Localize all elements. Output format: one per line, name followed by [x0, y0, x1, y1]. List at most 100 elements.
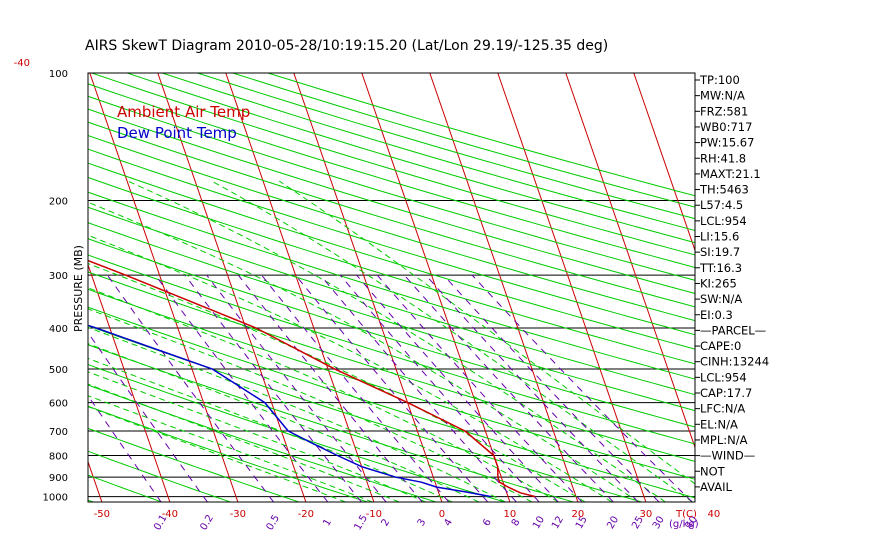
- mixing-ratio-tick-label: 10: [531, 514, 547, 531]
- top-temp-tick-label: -40: [14, 58, 30, 69]
- mixing-ratio-line: [261, 274, 450, 502]
- moist-adiabat-line: [279, 180, 695, 485]
- bottom-temp-tick-label: -30: [230, 509, 246, 520]
- dry-adiabat-line: [88, 134, 695, 322]
- mixing-ratio-tick-label: 20: [605, 514, 621, 531]
- isotherm-line: [361, 73, 511, 502]
- dry-adiabat-line: [88, 405, 368, 502]
- dry-adiabat-line: [88, 363, 505, 502]
- mixing-ratio-line: [443, 274, 660, 502]
- panel-item: MPL:N/A: [700, 433, 748, 447]
- mixing-ratio-line: [376, 274, 583, 502]
- isotherm-line: [0, 73, 34, 502]
- panel-item: LI:15.6: [700, 230, 739, 244]
- dew-point-temp-line: [88, 324, 492, 498]
- mixing-ratio-tick-label: 6: [481, 517, 494, 528]
- panel-item: —PARCEL—: [700, 323, 766, 337]
- panel-item: WB0:717: [700, 120, 752, 134]
- mixing-ratio-line: [88, 394, 162, 502]
- panel-item: EI:0.3: [700, 308, 733, 322]
- moist-adiabat-line: [88, 395, 373, 502]
- moist-adiabat-line: [88, 287, 559, 502]
- isotherm-line: [88, 263, 171, 502]
- pressure-tick-label: 1000: [43, 493, 68, 504]
- panel-item: EL:N/A: [700, 417, 738, 431]
- moist-adiabat-line: [88, 308, 533, 502]
- panel-item: CAP:17.7: [700, 386, 752, 400]
- mixing-ratio-tick-label: 1: [321, 517, 334, 528]
- mixing-ratio-tick-label: 0.5: [265, 513, 282, 532]
- panel-item: MW:N/A: [700, 89, 745, 103]
- dry-adiabat-line: [88, 162, 695, 350]
- dry-adiabat-line: [88, 450, 231, 502]
- panel-item: CAPE:0: [700, 339, 741, 353]
- dry-adiabat-line: [88, 83, 695, 269]
- bottom-temp-tick-label: 20: [572, 509, 585, 520]
- mixing-ratio-tick-label: 4: [442, 517, 455, 528]
- grid-layer: [0, 73, 695, 502]
- panel-item: NOT: [700, 464, 726, 478]
- bottom-temp-tick-label: 30: [640, 509, 653, 520]
- dry-adiabat-line: [88, 148, 695, 336]
- dry-adiabat-line: [88, 238, 695, 428]
- mixing-ratio-line: [206, 274, 387, 502]
- moist-adiabat-line: [88, 371, 426, 502]
- mixing-ratio-tick-label: 3: [416, 517, 429, 528]
- dry-adiabat-line: [88, 344, 574, 502]
- bottom-temp-tick-label: -10: [366, 509, 382, 520]
- panel-item: TH:5463: [699, 183, 749, 197]
- panel-item: LCL:954: [700, 214, 747, 228]
- legend-dew-point-temp: Dew Point Temp: [117, 124, 237, 142]
- dry-adiabat-line: [88, 191, 695, 380]
- panel-item: PW:15.67: [700, 136, 754, 150]
- moist-adiabat-line: [88, 326, 506, 502]
- panel-item: CINH:13244: [700, 355, 769, 369]
- mixing-ratio-line: [106, 274, 274, 502]
- bottom-temp-tick-label: 0: [439, 509, 445, 520]
- mixing-ratio-line: [403, 274, 614, 502]
- moist-adiabat-line: [88, 383, 400, 502]
- pressure-tick-label: 900: [49, 473, 68, 484]
- isotherm-line: [225, 73, 375, 502]
- dry-adiabat-line: [88, 384, 437, 502]
- isotherm-line: [565, 73, 695, 449]
- mixing-ratio-line: [356, 274, 559, 502]
- panel-item: TT:16.3: [699, 261, 742, 275]
- bottom-temp-tick-label: -50: [94, 509, 110, 520]
- panel-item: SW:N/A: [700, 292, 742, 306]
- mixing-ratio-line: [184, 274, 362, 502]
- panel-item: LCL:954: [700, 370, 747, 384]
- isotherm-line: [497, 73, 647, 502]
- dry-adiabat-line: [88, 254, 695, 445]
- moist-adiabat-line: [211, 180, 693, 502]
- panel-item: LFC:N/A: [700, 402, 745, 416]
- mixing-ratio-tick-label: 0.2: [198, 513, 215, 532]
- mixing-ratio-line: [88, 331, 208, 502]
- dry-adiabat-line: [88, 306, 695, 499]
- bottom-temp-tick-label: 40: [708, 509, 721, 520]
- ambient-air-temp-line: [88, 259, 536, 498]
- dry-adiabat-line: [88, 325, 642, 502]
- isotherm-line: [633, 73, 695, 252]
- chart-title: AIRS SkewT Diagram 2010-05-28/10:19:15.2…: [85, 38, 608, 54]
- mixing-ratio-tick-label: 30: [651, 514, 667, 531]
- dry-adiabat-line: [88, 222, 695, 412]
- dry-adiabat-line: [88, 121, 695, 308]
- pressure-tick-label: 500: [49, 365, 68, 376]
- panel-item: TP:100: [699, 73, 740, 87]
- dry-adiabat-line: [88, 427, 300, 502]
- moist-adiabat-line: [88, 234, 613, 502]
- mixing-ratio-line: [154, 274, 329, 502]
- panel-item: FRZ:581: [700, 104, 748, 118]
- mixing-ratio-line: [295, 274, 489, 502]
- legend-ambient-air-temp: Ambient Air Temp: [117, 103, 250, 121]
- panel-item: RH:41.8: [700, 151, 746, 165]
- moist-adiabat-line: [88, 357, 453, 502]
- bottom-temp-tick-label: -40: [162, 509, 178, 520]
- panel-item: L57:4.5: [700, 198, 743, 212]
- dry-adiabat-line: [88, 108, 695, 294]
- bottom-temp-tick-label: -20: [298, 509, 314, 520]
- mixing-ratio-tick-label: 2: [380, 517, 393, 528]
- series-layer: [88, 259, 536, 498]
